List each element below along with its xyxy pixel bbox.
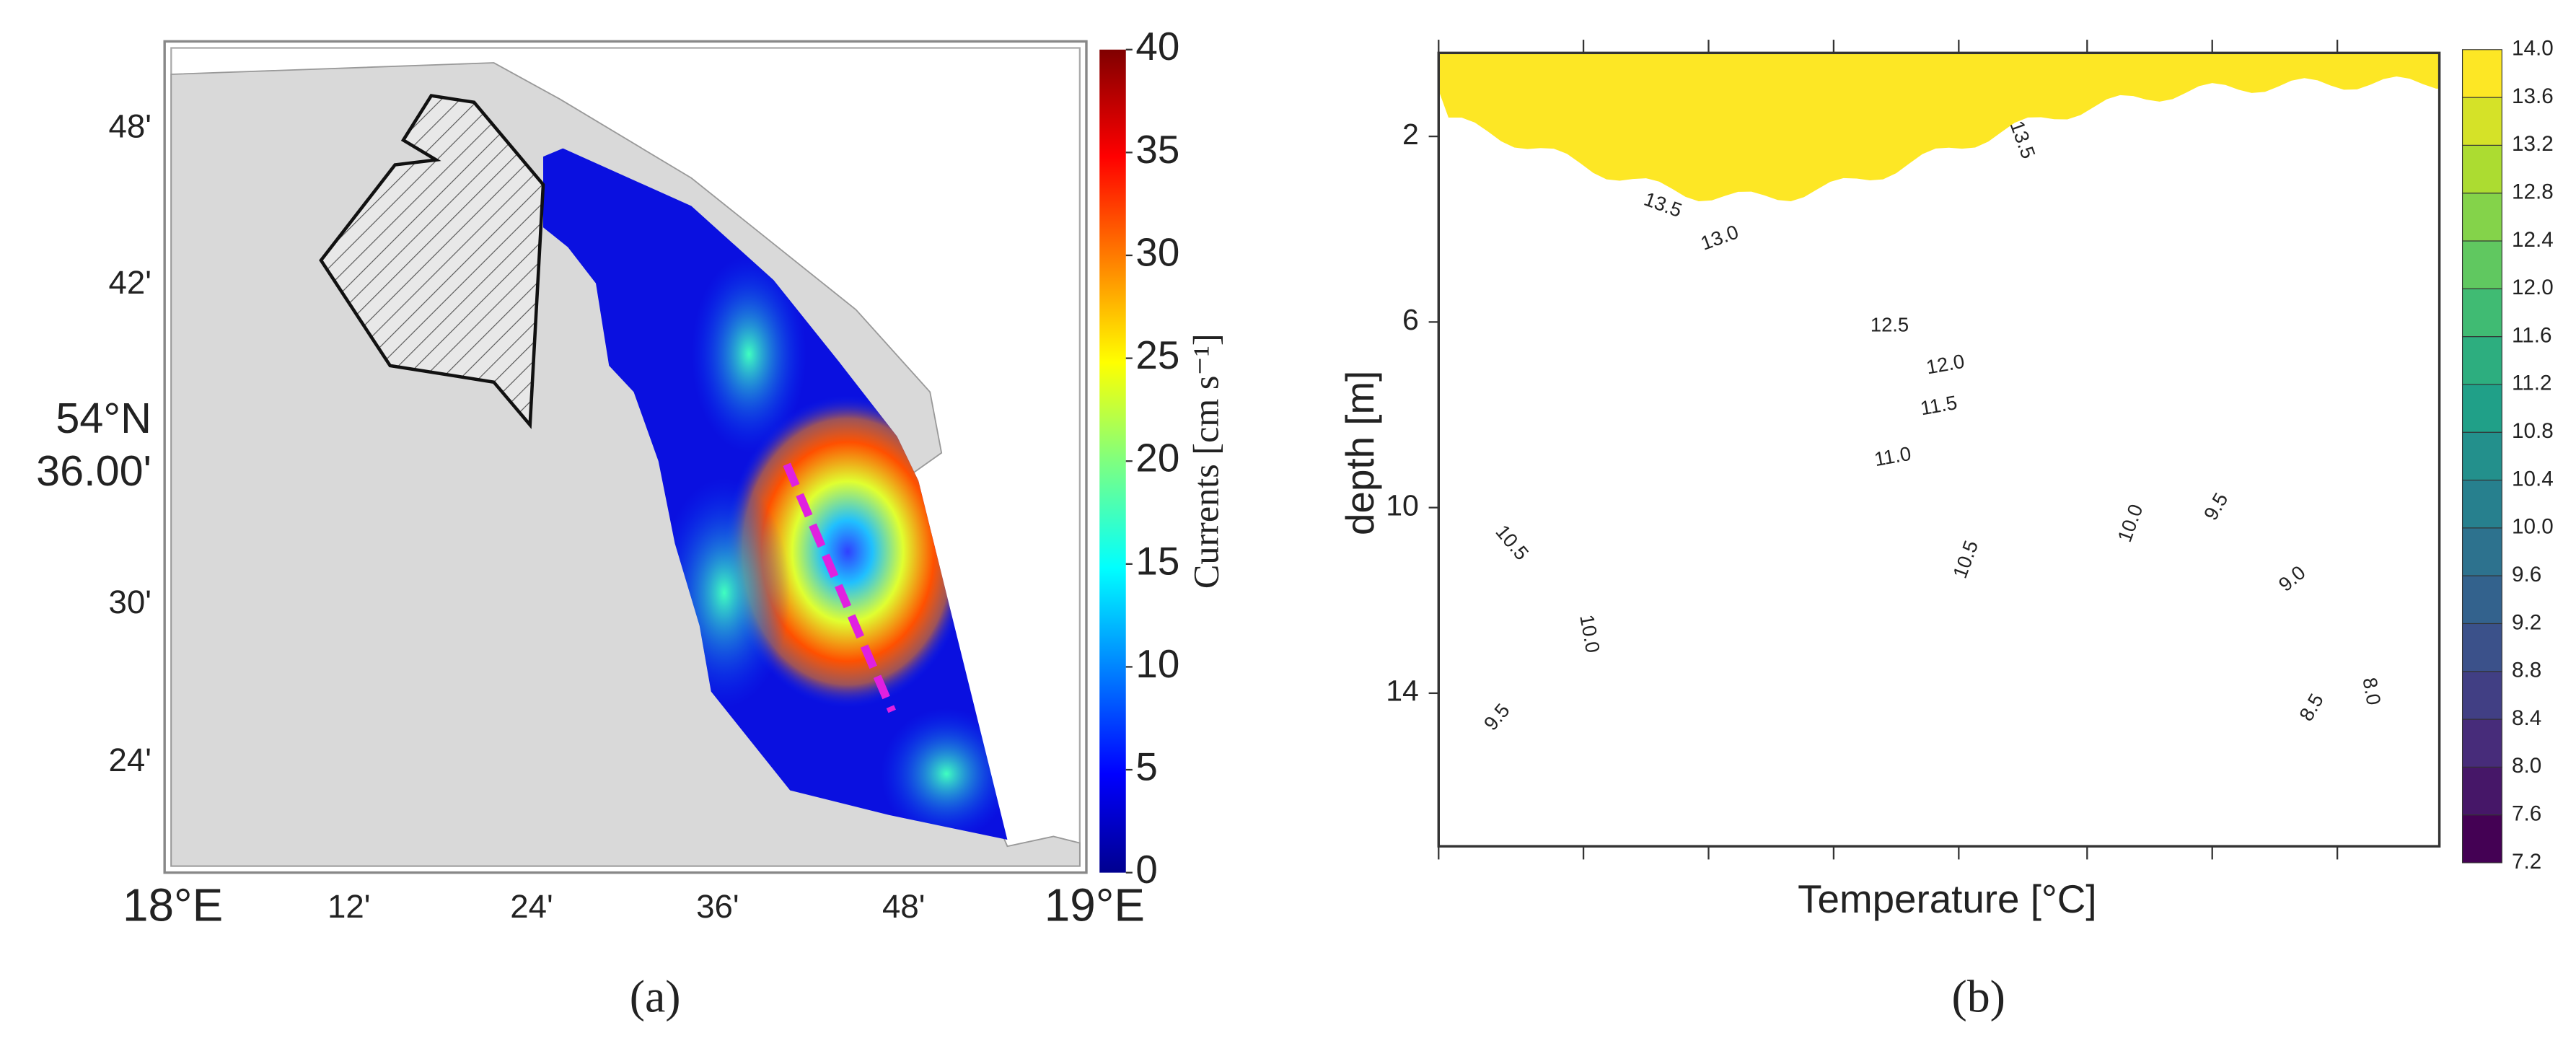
colorbar-tick-label: 30	[1135, 229, 1179, 274]
contour-label: 8.5	[2295, 690, 2328, 724]
contour-label: 9.0	[2274, 561, 2310, 596]
colorbar-tick-label: 15	[1135, 538, 1179, 583]
y-tick-label: 24'	[108, 742, 151, 778]
colorbar-tick-label: 8.8	[2512, 659, 2541, 682]
colorbar-box	[2461, 479, 2502, 529]
colorbar-box	[2461, 814, 2502, 863]
contour-label: 13.5	[2005, 118, 2039, 162]
colorbar-tick-label: 12.4	[2512, 228, 2554, 252]
caption-a: (a)	[630, 970, 681, 1021]
colorbar-box	[2461, 718, 2502, 768]
contour-label: 8.0	[2358, 676, 2385, 707]
colorbar-box	[2461, 575, 2502, 625]
contour-label: 12.5	[1871, 313, 1909, 335]
contour-panel	[1437, 51, 2441, 848]
colorbar-tick-label: 25	[1135, 333, 1179, 377]
map-panel	[163, 40, 1126, 874]
y-tick-label: 30'	[108, 584, 151, 620]
colorbar-tick-label: 13.2	[2512, 132, 2554, 156]
plot-frame	[1437, 51, 2441, 848]
y-tick-label: 42'	[108, 264, 151, 301]
contour-label: 10.5	[1948, 537, 1982, 581]
colorbar-tick-label: 12.0	[2512, 276, 2554, 299]
y-tick-label: 14	[1386, 674, 1419, 708]
x-axis-label: Temperature [°C]	[1798, 876, 2096, 921]
colorbar-tick-label: 20	[1135, 436, 1179, 480]
y-tick-label: 36.00'	[36, 447, 151, 495]
contour-label: 9.5	[2199, 489, 2233, 524]
contour-label: 12.0	[1925, 350, 1966, 379]
colorbar-box	[2461, 671, 2502, 720]
contour-band	[1438, 53, 2440, 201]
colorbar-tick-label: 11.6	[2512, 323, 2552, 347]
colorbar-box	[2461, 240, 2502, 289]
colorbar-box	[2461, 144, 2502, 194]
colorbar-box	[2461, 97, 2502, 146]
contour-label: 10.0	[2113, 501, 2147, 545]
x-tick-label: 19°E	[1045, 879, 1145, 931]
colorbar-box	[2461, 336, 2502, 385]
colorbar-tick-label: 5	[1135, 744, 1157, 789]
y-axis-label: depth [m]	[1337, 371, 1382, 535]
colorbar-tick-label: 35	[1135, 127, 1179, 172]
colorbar-tick-label: 10.0	[2512, 515, 2554, 539]
contour-label: 11.5	[1919, 391, 1959, 419]
y-tick-label: 54°N	[56, 394, 151, 442]
colorbar-box	[2461, 288, 2502, 338]
y-tick-label: 10	[1386, 488, 1419, 522]
contour-field	[1438, 53, 2440, 201]
colorbar-tick-label: 40	[1135, 24, 1179, 69]
y-tick-label: 48'	[108, 107, 151, 144]
colorbar-a	[1099, 49, 1126, 873]
colorbar-tick-label: 0	[1135, 847, 1157, 892]
colorbar-tick-label: 10.8	[2512, 419, 2554, 443]
colorbar-box	[2461, 527, 2502, 576]
colorbar-box	[2461, 193, 2502, 242]
hatched-area	[319, 94, 545, 429]
y-tick-label: 2	[1402, 118, 1419, 151]
colorbar-tick-label: 10.4	[2512, 467, 2554, 491]
contour-label: 11.0	[1873, 442, 1913, 470]
colorbar-tick-label: 14.0	[2512, 37, 2554, 61]
colorbar-tick-label: 12.8	[2512, 180, 2554, 204]
colorbar-tick-label: 11.2	[2512, 372, 2552, 395]
colorbar-box	[2461, 49, 2502, 98]
colorbar-label: Currents [cm s⁻¹]	[1186, 333, 1226, 589]
colorbar-tick-label: 7.6	[2512, 801, 2541, 825]
contour-label: 13.0	[1697, 220, 1741, 254]
colorbar-box	[2461, 384, 2502, 433]
contour-label: 10.0	[1575, 612, 1604, 654]
colorbar-box	[2461, 766, 2502, 816]
colorbar-tick-label: 9.6	[2512, 563, 2541, 586]
colorbar-tick-label: 13.6	[2512, 84, 2554, 108]
colorbar-tick-label: 10	[1135, 641, 1179, 686]
caption-b: (b)	[1951, 970, 2005, 1021]
x-tick-label: 18°E	[123, 879, 223, 931]
y-tick-label: 6	[1402, 303, 1419, 336]
x-tick-label: 24'	[510, 888, 553, 925]
colorbar-box	[2461, 623, 2502, 672]
colorbar-box	[2461, 431, 2502, 481]
x-tick-label: 48'	[882, 888, 925, 925]
x-tick-label: 36'	[696, 888, 739, 925]
colorbar-tick-label: 9.2	[2512, 610, 2541, 634]
colorbar-tick-label: 8.4	[2512, 706, 2541, 730]
colorbar-tick-label: 8.0	[2512, 754, 2541, 778]
x-tick-label: 12'	[328, 888, 370, 925]
contour-label: 10.5	[1491, 520, 1533, 564]
colorbar-tick-label: 7.2	[2512, 850, 2541, 874]
contour-label: 9.5	[1480, 699, 1514, 734]
transect	[783, 462, 896, 713]
